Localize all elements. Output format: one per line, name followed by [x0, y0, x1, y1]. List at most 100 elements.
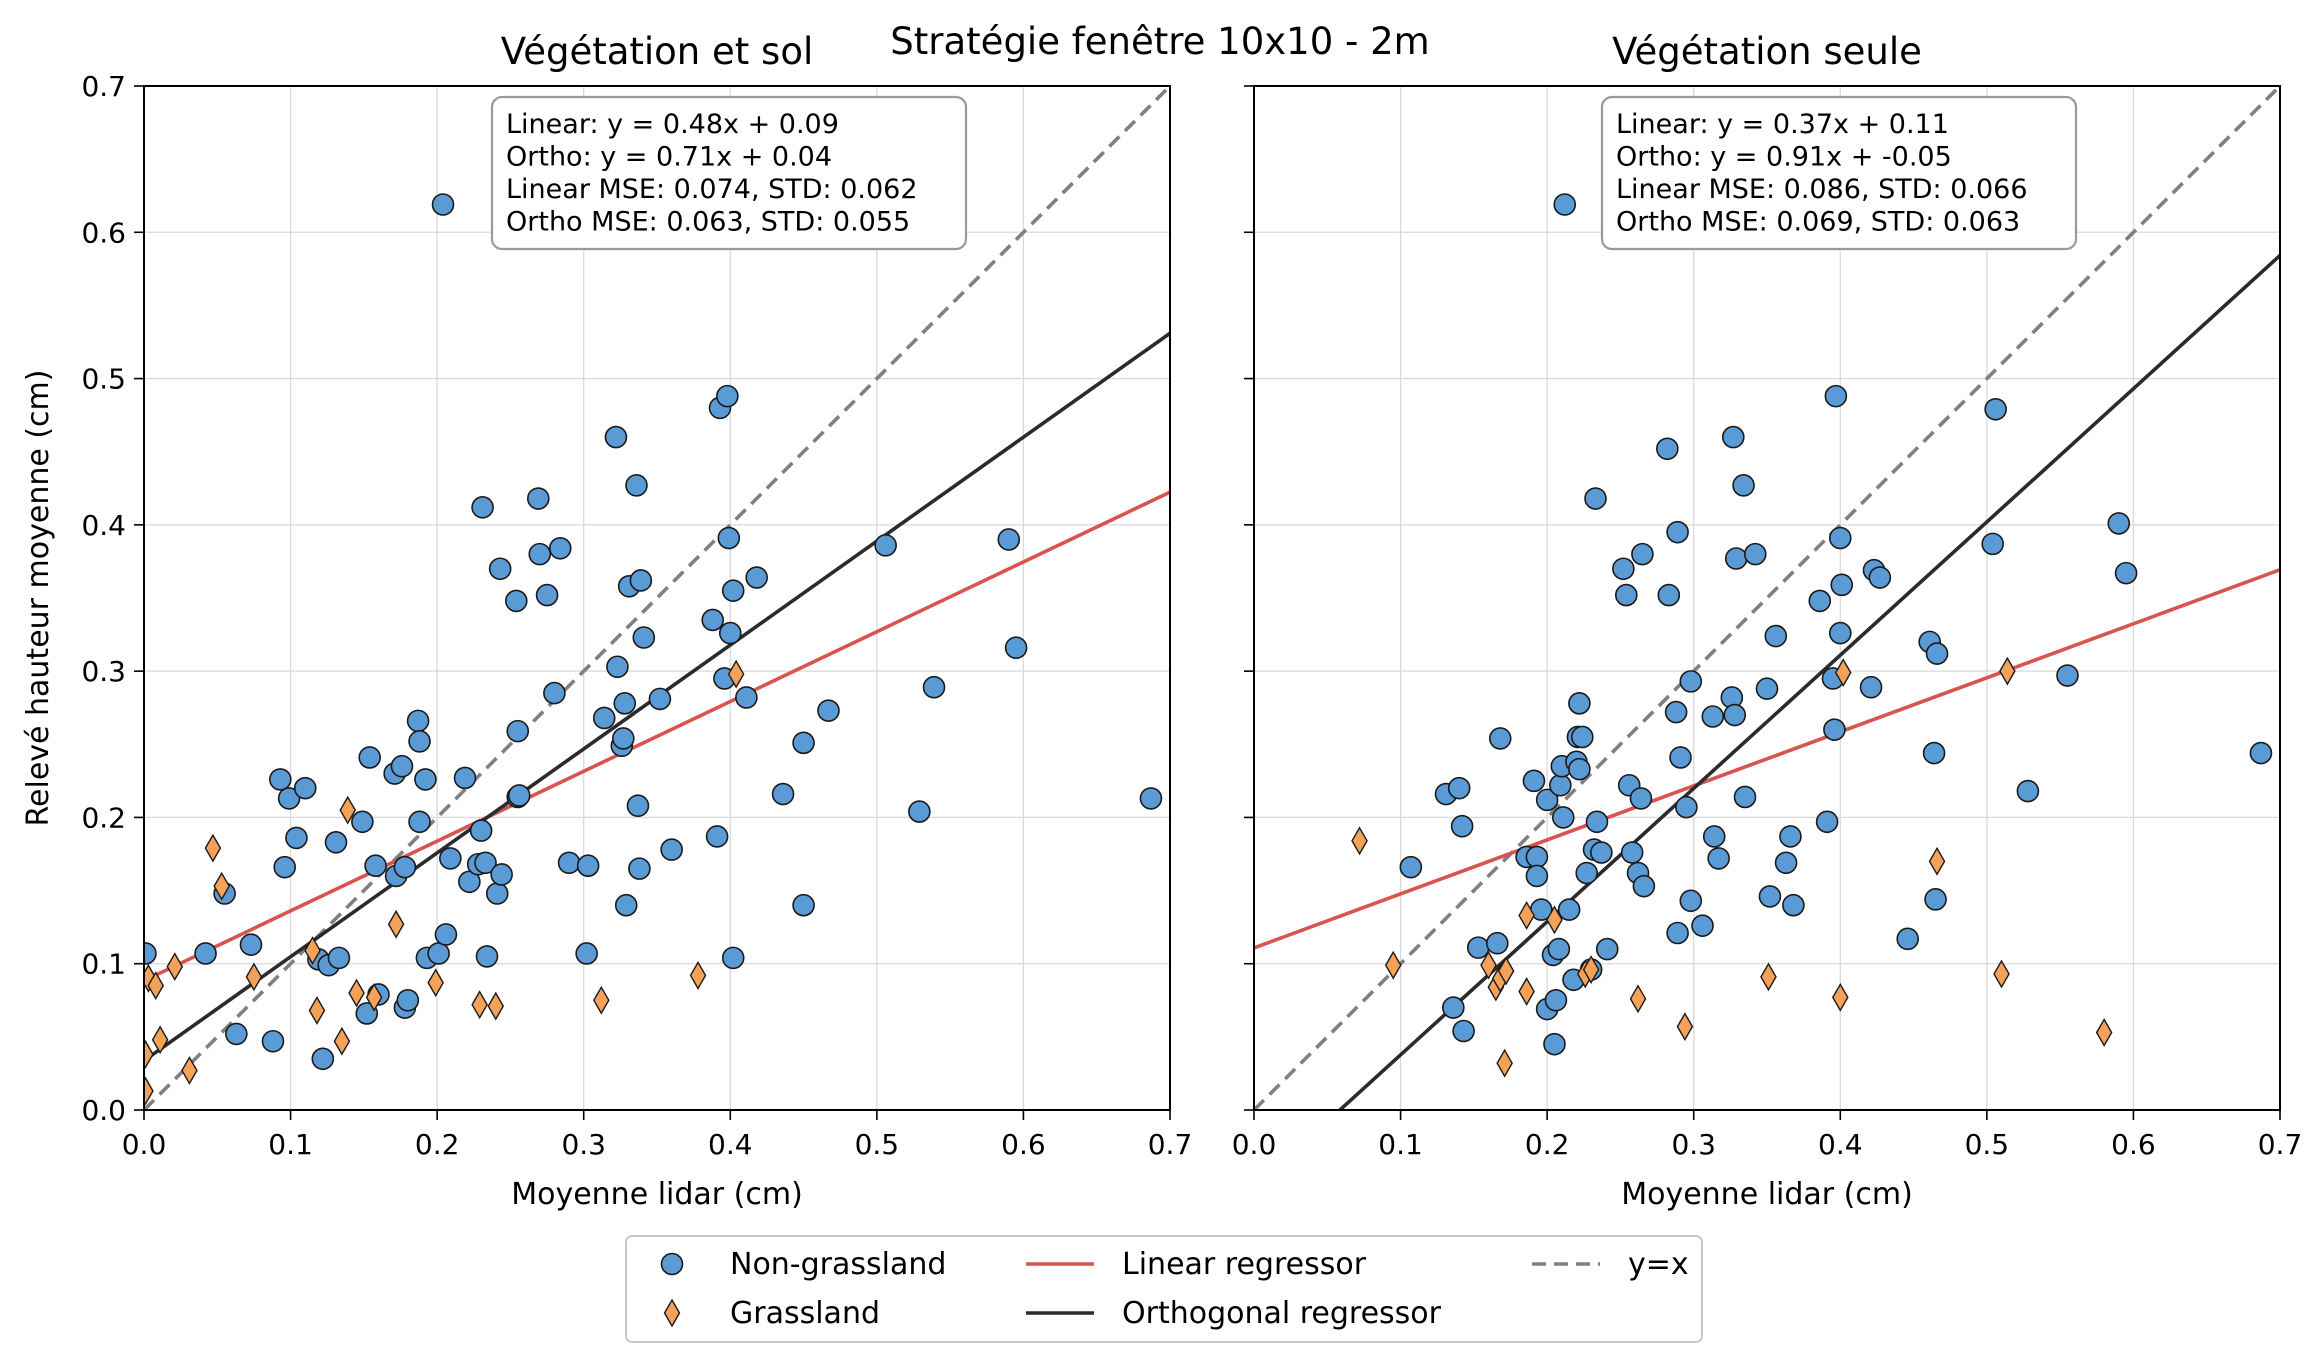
annotation-line: Linear: y = 0.48x + 0.09 [506, 109, 839, 140]
non-grassland-point [1701, 705, 1725, 728]
non-grassland-point [311, 1047, 335, 1071]
non-grassland-point [1924, 888, 1947, 911]
non-grassland-point [717, 526, 741, 550]
non-grassland-point [490, 863, 513, 886]
non-grassland-point [1896, 927, 1920, 951]
non-grassland-point [625, 474, 648, 497]
non-grassland-point [1629, 787, 1653, 810]
legend-grassland-marker [663, 1298, 681, 1328]
non-grassland-point [453, 766, 477, 790]
x-tick-label: 0.3 [561, 1128, 606, 1161]
grassland-point [689, 961, 707, 990]
grassland-point [727, 659, 745, 689]
non-grassland-point [575, 942, 598, 965]
non-grassland-point [1632, 874, 1656, 898]
non-grassland-point [471, 496, 494, 519]
linear-regressor-line [1254, 568, 2280, 950]
x-tick-label: 0.6 [2111, 1128, 2156, 1161]
non-grassland-point [293, 776, 317, 800]
grassland-point [304, 936, 321, 965]
non-grassland-point [1525, 845, 1549, 869]
y-tick-label: 0.5 [81, 363, 126, 396]
non-grassland-point [632, 626, 656, 649]
non-grassland-point [327, 946, 351, 970]
non-grassland-point [1450, 814, 1474, 838]
x-tick-label: 0.4 [1818, 1128, 1863, 1161]
non-grassland-point [475, 945, 499, 968]
non-grassland-point [1557, 898, 1581, 921]
x-tick-label: 0.1 [1378, 1128, 1423, 1161]
non-grassland-point [1721, 425, 1745, 449]
non-grassland-point [1724, 547, 1748, 570]
grassland-point [487, 991, 505, 1021]
non-grassland-point [427, 942, 450, 965]
x-tick-label: 0.3 [1671, 1128, 1716, 1161]
non-grassland-point [1612, 557, 1635, 581]
axes-frame [143, 85, 1171, 1111]
non-grassland-point [273, 855, 297, 879]
x-tick-label: 0.0 [1232, 1128, 1277, 1161]
x-tick-label: 0.7 [2258, 1128, 2303, 1161]
non-grassland-point [1585, 810, 1609, 834]
annotation-line: Ortho MSE: 0.063, STD: 0.055 [506, 207, 910, 238]
non-grassland-point [629, 569, 653, 592]
chart-title: Végétation et sol [501, 30, 814, 73]
non-grassland-point [1551, 806, 1575, 829]
grassland-point [166, 952, 184, 982]
non-grassland-point [1549, 773, 1572, 797]
grassland-point [1384, 950, 1402, 980]
non-grassland-point [1830, 573, 1854, 597]
non-grassland-point [1657, 583, 1681, 607]
non-grassland-point [239, 933, 263, 956]
non-grassland-point [1868, 566, 1892, 589]
x-tick-label: 0.2 [1525, 1128, 1570, 1161]
non-grassland-point [648, 687, 672, 711]
non-grassland-point [604, 425, 628, 449]
non-grassland-point [628, 857, 651, 880]
grassland-point [151, 1025, 169, 1055]
non-grassland-point [144, 942, 157, 965]
non-grassland-point [1525, 864, 1549, 888]
grassland-point [147, 971, 165, 1001]
non-grassland-point [1925, 642, 1949, 665]
grassland-point [204, 833, 222, 863]
non-grassland-point [225, 1022, 248, 1046]
figure-suptitle: Stratégie fenêtre 10x10 - 2m [890, 20, 1429, 63]
plot-area [144, 86, 1170, 1110]
non-grassland-point [2249, 741, 2273, 765]
annotation-line: Ortho: y = 0.71x + 0.04 [506, 142, 832, 173]
non-grassland-point [1984, 397, 2007, 421]
legend-item: Linear regressor [1026, 1247, 1367, 1282]
non-grassland-point [269, 768, 292, 791]
non-grassland-point [1675, 795, 1698, 819]
non-grassland-point [1666, 921, 1689, 945]
non-grassland-point [1828, 526, 1852, 550]
axes-frame [1253, 85, 2281, 1111]
non-grassland-point [745, 566, 768, 589]
x-tick-label: 0.0 [122, 1128, 167, 1161]
legend-item: Non-grassland [660, 1247, 946, 1282]
non-grassland-point [1666, 520, 1689, 544]
non-grassland-point [1707, 847, 1730, 870]
non-grassland-point [434, 923, 458, 946]
non-grassland-point [592, 706, 616, 730]
non-grassland-point [408, 730, 431, 753]
grassland-point [245, 962, 263, 992]
legend-item: y=x [1532, 1247, 1689, 1282]
grassland-point [1518, 977, 1535, 1006]
non-grassland-point [1620, 841, 1644, 864]
non-grassland-point [1584, 487, 1607, 510]
grassland-point [1760, 962, 1777, 992]
non-grassland-point [535, 583, 559, 607]
x-axis-label: Moyenne lidar (cm) [1621, 1177, 1913, 1212]
non-grassland-point [358, 746, 382, 769]
legend-frame [625, 1235, 1703, 1343]
non-grassland-point [439, 847, 462, 870]
non-grassland-point [1543, 1032, 1566, 1056]
non-grassland-point [1568, 692, 1591, 715]
non-grassland-point [1466, 936, 1490, 959]
non-grassland-point [469, 819, 493, 842]
x-axis-label: Moyenne lidar (cm) [511, 1177, 803, 1212]
x-tick-label: 0.5 [1965, 1128, 2010, 1161]
non-grassland-point [1139, 787, 1163, 810]
